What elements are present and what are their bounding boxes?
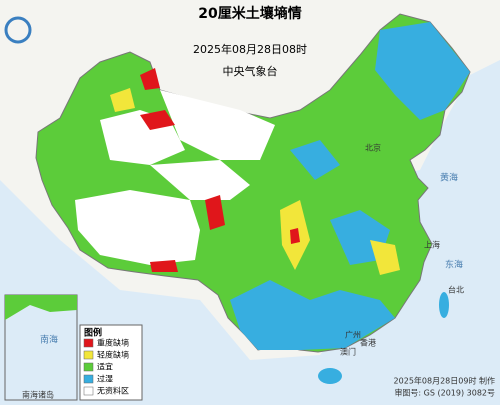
legend-swatch: [83, 338, 94, 348]
title: 20厘米土壤墒情: [198, 5, 301, 22]
sea-label: 黄海: [440, 172, 458, 184]
light-drought-zone: [110, 88, 135, 112]
severe-drought-zone: [205, 195, 225, 230]
legend-swatch: [83, 362, 94, 372]
legend-label: 适宜: [97, 362, 113, 372]
no-data-zone: [150, 160, 250, 200]
city-label: 台北: [448, 285, 464, 295]
sea-label: 东海: [445, 259, 463, 271]
no-data-zone: [160, 90, 275, 160]
legend-label: 重度缺墒: [97, 338, 129, 348]
wet-zone: [290, 140, 340, 180]
legend-swatch: [83, 374, 94, 384]
moisture-zones: [75, 22, 470, 384]
legend-label: 过湿: [97, 374, 113, 384]
severe-drought-zone: [140, 68, 160, 90]
severe-drought-zone: [140, 110, 175, 130]
legend-swatch: [83, 386, 94, 396]
taiwan: [439, 292, 449, 318]
legend-swatch: [83, 350, 94, 360]
city-label: 北京: [365, 143, 381, 153]
logo: [4, 16, 32, 44]
footer-approval: 审图号: GS (2019) 3082号: [394, 388, 495, 398]
wet-zone: [375, 22, 470, 120]
city-label: 香港: [360, 338, 376, 348]
no-data-zone: [75, 190, 200, 265]
legend-title: 图例: [84, 327, 102, 339]
footer-made: 2025年08月28日09时 制作: [394, 376, 495, 386]
city-label: 上海: [424, 240, 440, 250]
city-label: 澳门: [340, 347, 356, 357]
legend-label: 无资料区: [97, 386, 129, 396]
city-label: 广州: [345, 330, 361, 340]
severe-drought-zone: [290, 228, 300, 244]
severe-drought-zone: [150, 260, 178, 272]
inset-land: [5, 295, 77, 320]
inset-label: 南海诸岛: [22, 390, 54, 400]
time: 2025年08月28日08时: [193, 42, 307, 56]
wet-zone: [230, 280, 395, 350]
sea-label: 南海: [40, 334, 58, 346]
light-drought-zone: [370, 240, 400, 275]
legend-label: 轻度缺墒: [97, 350, 129, 360]
issuer: 中央气象台: [223, 64, 278, 78]
hainan: [318, 368, 342, 384]
